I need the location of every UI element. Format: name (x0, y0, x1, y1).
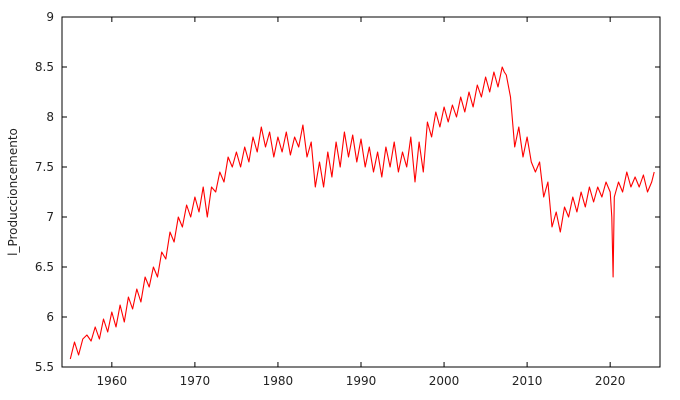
x-tick-label: 2020 (595, 374, 626, 388)
y-tick-label: 5.5 (35, 360, 54, 374)
x-tick-label: 1990 (346, 374, 377, 388)
plot-frame (61, 16, 661, 368)
x-tick-label: 1970 (180, 374, 211, 388)
x-tick-label: 2010 (512, 374, 543, 388)
y-tick-label: 6.5 (35, 260, 54, 274)
y-tick-label: 6 (46, 310, 54, 324)
y-tick-label: 8.5 (35, 60, 54, 74)
x-tick-label: 1980 (263, 374, 294, 388)
y-tick-label: 9 (46, 10, 54, 24)
series-line-l-produccioncemento (69, 66, 655, 360)
y-tick-label: 8 (46, 110, 54, 124)
y-axis-label: l_Produccioncemento (6, 128, 20, 256)
y-tick-label: 7 (46, 210, 54, 224)
axis-ticks: 1960 1970 1980 1990 2000 2010 2020 5.5 6 6.5 7 7.5 8… (35, 10, 660, 388)
y-tick-label: 7.5 (35, 160, 54, 174)
x-tick-label: 1960 (97, 374, 128, 388)
x-tick-label: 2000 (429, 374, 460, 388)
